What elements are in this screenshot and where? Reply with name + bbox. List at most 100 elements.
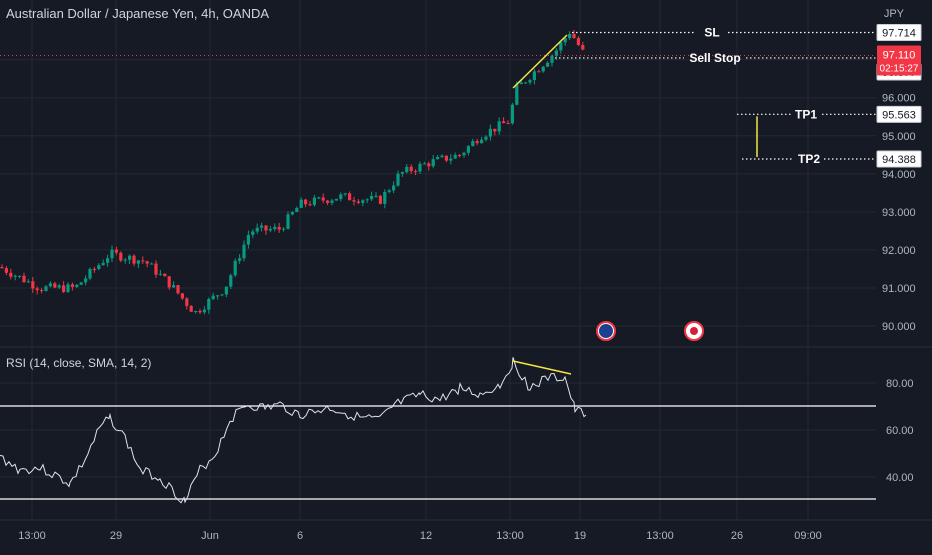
- candle-body[interactable]: [568, 33, 572, 39]
- candle-body[interactable]: [387, 190, 391, 192]
- candle-body[interactable]: [466, 146, 470, 153]
- candle-body[interactable]: [290, 211, 294, 215]
- candle-body[interactable]: [70, 284, 74, 287]
- candle-body[interactable]: [154, 263, 158, 275]
- candle-body[interactable]: [374, 195, 378, 197]
- candle-body[interactable]: [57, 285, 61, 288]
- candle-body[interactable]: [268, 229, 272, 231]
- candle-body[interactable]: [251, 231, 255, 235]
- candle-body[interactable]: [53, 283, 57, 288]
- candle-body[interactable]: [422, 163, 426, 165]
- candle-body[interactable]: [163, 273, 167, 277]
- candle-body[interactable]: [528, 80, 532, 83]
- candle-body[interactable]: [502, 121, 506, 124]
- candle-body[interactable]: [506, 123, 510, 125]
- candle-body[interactable]: [233, 260, 237, 276]
- candle-body[interactable]: [488, 128, 492, 137]
- candle-body[interactable]: [550, 55, 554, 63]
- candle-body[interactable]: [35, 288, 39, 291]
- candle-body[interactable]: [242, 244, 246, 259]
- candle-body[interactable]: [75, 284, 79, 287]
- candle-body[interactable]: [158, 273, 162, 275]
- candle-body[interactable]: [79, 282, 83, 285]
- candle-body[interactable]: [321, 197, 325, 201]
- candle-body[interactable]: [202, 309, 206, 313]
- candle-body[interactable]: [304, 199, 308, 205]
- candle-body[interactable]: [44, 286, 48, 291]
- candle-body[interactable]: [418, 163, 422, 172]
- candle-body[interactable]: [330, 200, 334, 203]
- candle-body[interactable]: [444, 155, 448, 161]
- candle-body[interactable]: [62, 285, 66, 292]
- candle-body[interactable]: [97, 265, 101, 270]
- candle-body[interactable]: [216, 295, 220, 297]
- candle-body[interactable]: [277, 226, 281, 230]
- candle-body[interactable]: [246, 234, 250, 245]
- candle-body[interactable]: [224, 286, 228, 295]
- candle-body[interactable]: [308, 204, 312, 206]
- candle-body[interactable]: [515, 84, 519, 105]
- candle-body[interactable]: [185, 298, 189, 306]
- candle-body[interactable]: [352, 200, 356, 202]
- candle-body[interactable]: [176, 285, 180, 294]
- candle-body[interactable]: [238, 258, 242, 261]
- candle-body[interactable]: [194, 311, 198, 313]
- candle-body[interactable]: [9, 272, 13, 277]
- candle-body[interactable]: [480, 139, 484, 144]
- candle-body[interactable]: [317, 197, 321, 199]
- candle-body[interactable]: [431, 159, 435, 167]
- candle-body[interactable]: [150, 263, 154, 265]
- candle-body[interactable]: [537, 71, 541, 73]
- candle-body[interactable]: [524, 82, 528, 84]
- candle-body[interactable]: [326, 200, 330, 203]
- candle-body[interactable]: [497, 121, 501, 132]
- candle-body[interactable]: [229, 275, 233, 287]
- candle-body[interactable]: [576, 38, 580, 45]
- candle-body[interactable]: [141, 260, 145, 262]
- candle-body[interactable]: [409, 166, 413, 172]
- candle-body[interactable]: [207, 299, 211, 310]
- candle-body[interactable]: [145, 261, 149, 264]
- candle-body[interactable]: [348, 193, 352, 201]
- rsi-divergence-line[interactable]: [512, 360, 572, 375]
- candle-body[interactable]: [436, 156, 440, 160]
- candle-body[interactable]: [211, 295, 215, 300]
- candle-body[interactable]: [559, 42, 563, 51]
- candle-body[interactable]: [541, 66, 545, 72]
- candle-body[interactable]: [475, 141, 479, 144]
- candle-body[interactable]: [356, 201, 360, 203]
- candle-body[interactable]: [31, 281, 35, 289]
- candle-body[interactable]: [286, 214, 290, 229]
- candle-body[interactable]: [484, 136, 488, 140]
- candle-body[interactable]: [396, 173, 400, 186]
- candle-body[interactable]: [180, 293, 184, 299]
- candle-body[interactable]: [110, 249, 114, 259]
- candle-body[interactable]: [13, 275, 17, 277]
- candle-body[interactable]: [361, 200, 365, 203]
- candle-body[interactable]: [546, 62, 550, 67]
- candle-body[interactable]: [365, 199, 369, 201]
- candle-body[interactable]: [378, 195, 382, 204]
- candle-body[interactable]: [92, 268, 96, 270]
- candle-body[interactable]: [123, 259, 127, 261]
- candle-body[interactable]: [519, 82, 523, 85]
- australia-flag-icon[interactable]: [596, 321, 616, 341]
- rsi-line[interactable]: [0, 357, 587, 504]
- candle-body[interactable]: [255, 227, 259, 232]
- candle-body[interactable]: [18, 275, 22, 277]
- candle-body[interactable]: [114, 249, 118, 253]
- candle-body[interactable]: [572, 33, 576, 39]
- candle-body[interactable]: [440, 155, 444, 157]
- candle-body[interactable]: [462, 152, 466, 156]
- candle-body[interactable]: [554, 50, 558, 56]
- candle-body[interactable]: [119, 252, 123, 261]
- candle-body[interactable]: [334, 198, 338, 201]
- candle-body[interactable]: [198, 311, 202, 313]
- candle-body[interactable]: [532, 71, 536, 81]
- candle-body[interactable]: [383, 191, 387, 204]
- candle-body[interactable]: [128, 255, 132, 260]
- candle-body[interactable]: [189, 305, 193, 312]
- candle-body[interactable]: [453, 154, 457, 159]
